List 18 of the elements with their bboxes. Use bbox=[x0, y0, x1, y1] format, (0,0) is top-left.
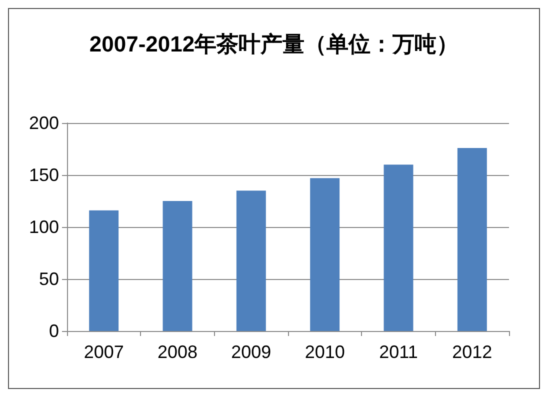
y-tick-label: 200 bbox=[28, 113, 59, 133]
x-tick-label: 2008 bbox=[157, 342, 198, 362]
bar bbox=[310, 178, 340, 331]
x-tick-label: 2012 bbox=[452, 342, 492, 362]
x-tick-label: 2011 bbox=[379, 342, 418, 362]
x-tick-label: 2009 bbox=[231, 342, 272, 362]
bar bbox=[384, 164, 414, 331]
y-tick-label: 150 bbox=[28, 165, 59, 185]
x-tick-label: 2010 bbox=[304, 342, 345, 362]
bar bbox=[457, 148, 487, 331]
y-tick-label: 100 bbox=[28, 217, 59, 237]
x-tick-label: 2007 bbox=[84, 342, 124, 362]
bar bbox=[162, 201, 192, 331]
bar bbox=[236, 190, 266, 331]
y-tick-label: 0 bbox=[48, 321, 59, 341]
chart-title: 2007-2012年茶叶产量（单位：万吨） bbox=[89, 32, 459, 56]
y-tick-label: 50 bbox=[38, 269, 59, 289]
bar bbox=[89, 210, 119, 331]
